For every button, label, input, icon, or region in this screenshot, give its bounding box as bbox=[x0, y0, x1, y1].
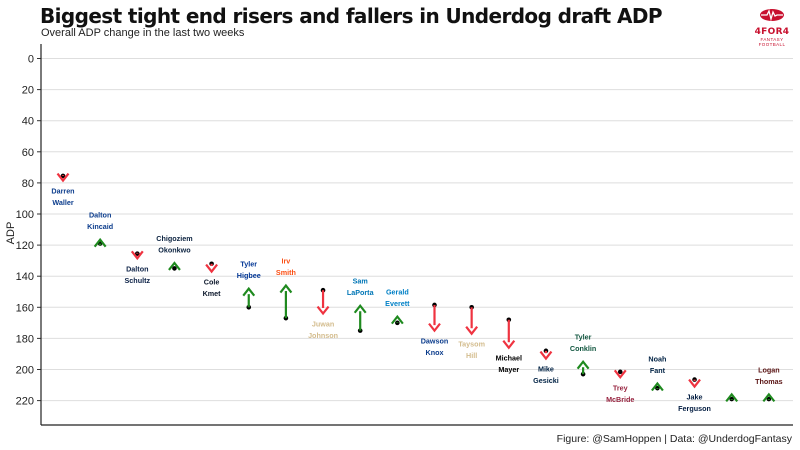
arrow-head-cole-kmet bbox=[205, 263, 218, 274]
football-heartbeat-icon bbox=[760, 9, 784, 22]
tick-label-y-160: 160 bbox=[16, 302, 34, 314]
arrow-head-tyler-higbee bbox=[242, 286, 256, 297]
y-axis-title: ADP bbox=[5, 222, 17, 245]
player-label-irv-smith: Irv Smith bbox=[276, 257, 296, 278]
tick-label-y-180: 180 bbox=[16, 333, 34, 345]
player-label-chigoziem-okonkwo: Chigoziem Okonkwo bbox=[156, 234, 192, 255]
player-label-dalton-kincaid: Dalton Kincaid bbox=[87, 211, 113, 232]
arrow-mike-gesicki bbox=[539, 348, 553, 361]
arrow-chigoziem-okonkwo bbox=[168, 261, 181, 271]
player-label-jake-ferguson: Jake Ferguson bbox=[678, 393, 711, 414]
start-point-gerald-everett bbox=[395, 320, 400, 326]
arrow-dawson-knox bbox=[428, 302, 441, 333]
player-label-logan-thomas: Logan Thomas bbox=[755, 365, 783, 386]
arrow-tyler-higbee bbox=[242, 286, 256, 310]
arrow-trey-mcbride bbox=[613, 369, 627, 380]
player-label-tyler-conklin: Tyler Conklin bbox=[570, 333, 596, 354]
arrow-darren-waller bbox=[56, 172, 70, 183]
player-label-mike-gesicki: Mike Gesicki bbox=[533, 365, 559, 386]
player-label-dawson-knox: Dawson Knox bbox=[421, 337, 449, 358]
player-label-juwan-johnson: Juwan Johnson bbox=[308, 320, 338, 341]
player-label-michael-mayer: Michael Mayer bbox=[496, 354, 522, 375]
tick-label-y-220: 220 bbox=[16, 396, 34, 408]
arrow-head-logan-thomas bbox=[762, 392, 776, 403]
start-point-trey-mcbride bbox=[617, 369, 623, 375]
player-label-taysom-hill: Taysom Hill bbox=[458, 340, 485, 361]
axis-layer: 0 20 40 60 80 100 120 140 160 180 200 220 ADP bbox=[5, 44, 793, 426]
tick-label-y-80: 80 bbox=[22, 178, 34, 190]
grid-layer bbox=[41, 58, 793, 402]
player-label-trey-mcbride: Trey McBride bbox=[606, 383, 634, 404]
arrow-head-dalton-schultz bbox=[130, 250, 144, 261]
arrow-head-chigoziem-okonkwo bbox=[168, 261, 181, 271]
arrow-head-hunter-henry bbox=[725, 392, 739, 403]
player-label-dalton-schultz: Dalton Schultz bbox=[125, 264, 151, 285]
arrow-irv-smith bbox=[279, 283, 293, 321]
player-label-sam-laporta: Sam LaPorta bbox=[347, 277, 375, 298]
arrow-head-gerald-everett bbox=[390, 314, 404, 325]
arrow-dalton-kincaid bbox=[93, 237, 107, 248]
arrow-taysom-hill bbox=[465, 305, 479, 336]
arrow-michael-mayer bbox=[502, 317, 516, 350]
arrow-head-dawson-knox bbox=[428, 322, 441, 333]
tick-label-y-100: 100 bbox=[16, 209, 34, 221]
arrow-head-irv-smith bbox=[279, 283, 293, 294]
tick-label-y-60: 60 bbox=[22, 147, 34, 159]
tick-label-y-140: 140 bbox=[16, 271, 34, 283]
chart-title: Biggest tight end risers and fallers in … bbox=[40, 4, 662, 28]
arrow-cole-kmet bbox=[205, 261, 218, 274]
logo-subtext: FANTASY FOOTBALL bbox=[758, 37, 786, 47]
arrow-head-tyler-conklin bbox=[576, 359, 590, 370]
tick-label-y-20: 20 bbox=[22, 85, 34, 97]
arrow-tyler-conklin bbox=[576, 359, 590, 377]
4for4-logo: 4FOR4 FANTASY FOOTBALL bbox=[752, 8, 792, 47]
arrow-logan-thomas bbox=[762, 392, 776, 403]
figure-caption: Figure: @SamHoppen | Data: @UnderdogFant… bbox=[556, 433, 792, 445]
arrow-head-mike-gesicki bbox=[539, 350, 553, 361]
arrow-hunter-henry bbox=[725, 392, 739, 403]
arrow-head-trey-mcbride bbox=[613, 369, 627, 380]
logo-text: 4FOR4 bbox=[754, 27, 790, 37]
arrow-head-michael-mayer bbox=[502, 340, 516, 350]
arrow-head-dalton-kincaid bbox=[93, 237, 107, 248]
marks-layer bbox=[56, 172, 776, 403]
arrow-head-noah-fant bbox=[651, 381, 664, 392]
tick-label-y-120: 120 bbox=[16, 240, 34, 252]
arrow-gerald-everett bbox=[390, 314, 404, 326]
arrow-dalton-schultz bbox=[130, 250, 144, 261]
player-label-gerald-everett: Gerald Everett bbox=[385, 288, 410, 309]
tick-label-y-200: 200 bbox=[16, 365, 34, 377]
chart-subtitle: Overall ADP change in the last two weeks bbox=[41, 27, 245, 39]
player-label-noah-fant: Noah Fant bbox=[648, 354, 666, 375]
arrow-sam-laporta bbox=[353, 303, 367, 333]
arrow-head-sam-laporta bbox=[353, 303, 367, 314]
arrow-head-jake-ferguson bbox=[688, 378, 701, 389]
tick-label-y-40: 40 bbox=[22, 116, 34, 128]
arrow-head-juwan-johnson bbox=[316, 305, 330, 316]
player-label-cole-kmet: Cole Kmet bbox=[203, 278, 222, 299]
arrow-head-taysom-hill bbox=[465, 326, 479, 336]
arrow-juwan-johnson bbox=[316, 287, 330, 316]
start-point-tyler-conklin bbox=[580, 371, 586, 377]
labels-layer: Darren Waller Dalton Kincaid Dalton SchultzCh… bbox=[51, 187, 782, 414]
arrow-head-darren-waller bbox=[56, 172, 70, 183]
arrow-jake-ferguson bbox=[688, 377, 701, 389]
tick-label-y-0: 0 bbox=[28, 54, 34, 66]
arrow-noah-fant bbox=[651, 381, 664, 392]
player-label-darren-waller: Darren Waller bbox=[51, 187, 74, 208]
player-label-tyler-higbee: Tyler Higbee bbox=[237, 260, 261, 281]
